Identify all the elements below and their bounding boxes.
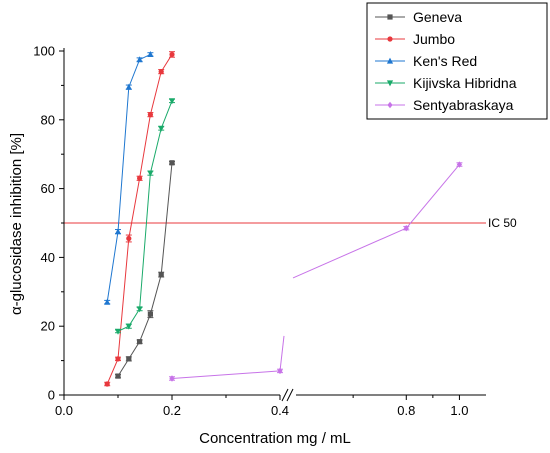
legend: Geneva Jumbo Ken's Red Kijivska Hibridna Sen… (366, 2, 548, 120)
data-point (169, 160, 175, 166)
data-point (403, 224, 409, 232)
series-line (117, 100, 173, 332)
x-tick-label: 0.8 (397, 403, 415, 418)
data-point (169, 375, 175, 382)
axis-break-mark (286, 388, 294, 402)
y-tick-label: 0 (48, 388, 55, 403)
data-point (104, 298, 111, 305)
x-tick-label: 0.2 (163, 403, 181, 418)
legend-marker (386, 80, 394, 87)
x-axis-title: Concentration mg / mL (199, 430, 351, 447)
data-point (104, 381, 110, 387)
data-point (147, 311, 153, 317)
y-tick-label: 80 (41, 112, 55, 127)
data-point (168, 98, 176, 105)
series-line (279, 335, 285, 371)
data-point (158, 125, 165, 132)
data-point (125, 83, 132, 90)
data-point (147, 170, 154, 177)
legend-item: Kijivska Hibridna (375, 75, 517, 91)
series-group: IC 50 (64, 51, 517, 387)
series-jumbo (104, 51, 175, 387)
legend-label: Kijivska Hibridna (413, 75, 517, 91)
series-geneva (115, 160, 175, 379)
y-tick-label: 20 (41, 319, 55, 334)
data-point (456, 161, 463, 168)
data-point (126, 356, 132, 362)
series-line (171, 370, 281, 379)
data-point (158, 272, 164, 278)
data-point (136, 56, 143, 63)
series-line (117, 162, 173, 377)
legend-item: Jumbo (375, 31, 455, 47)
series-line (405, 164, 460, 229)
data-point (115, 373, 121, 379)
data-point (114, 228, 122, 235)
legend-marker (387, 101, 393, 109)
data-point (115, 356, 121, 362)
data-point (147, 112, 153, 118)
axis-break-mark (281, 388, 289, 402)
data-point (126, 235, 132, 242)
y-tick-label: 100 (33, 44, 55, 59)
ticks-group: 0 20 40 60 80 100 0.0 0.2 0.4 0.8 1.0 (33, 44, 468, 419)
legend-label: Sentyabraskaya (413, 97, 514, 113)
ic50-label: IC 50 (488, 216, 517, 230)
y-tick-label: 40 (41, 250, 55, 265)
legend-item: Sentyabraskaya (375, 97, 514, 113)
legend-item: Geneva (375, 9, 462, 25)
series-ken-s-red (104, 51, 154, 305)
legend-marker (387, 36, 393, 42)
legend-marker (386, 57, 394, 64)
data-point (136, 306, 143, 313)
x-tick-label: 0.0 (55, 403, 73, 418)
series-line (292, 227, 407, 279)
data-point (158, 69, 164, 75)
legend-label: Ken's Red (413, 53, 477, 69)
data-point (137, 175, 143, 181)
data-point (147, 51, 154, 58)
legend-marker (387, 14, 393, 20)
data-point (137, 339, 143, 345)
series-kijivska-hibridna (114, 98, 176, 335)
y-tick-label: 60 (41, 181, 55, 196)
data-point (114, 328, 122, 335)
data-point (277, 367, 283, 375)
y-axis-title: α-glucosidase inhibition [%] (8, 133, 25, 315)
data-point (169, 51, 175, 58)
legend-label: Jumbo (413, 31, 455, 47)
legend-item: Ken's Red (375, 53, 477, 69)
legend-label: Geneva (413, 9, 462, 25)
series-sentyabraskaya (169, 161, 463, 382)
data-point (125, 323, 132, 330)
x-tick-label: 1.0 (450, 403, 468, 418)
x-tick-label: 0.4 (271, 403, 289, 418)
